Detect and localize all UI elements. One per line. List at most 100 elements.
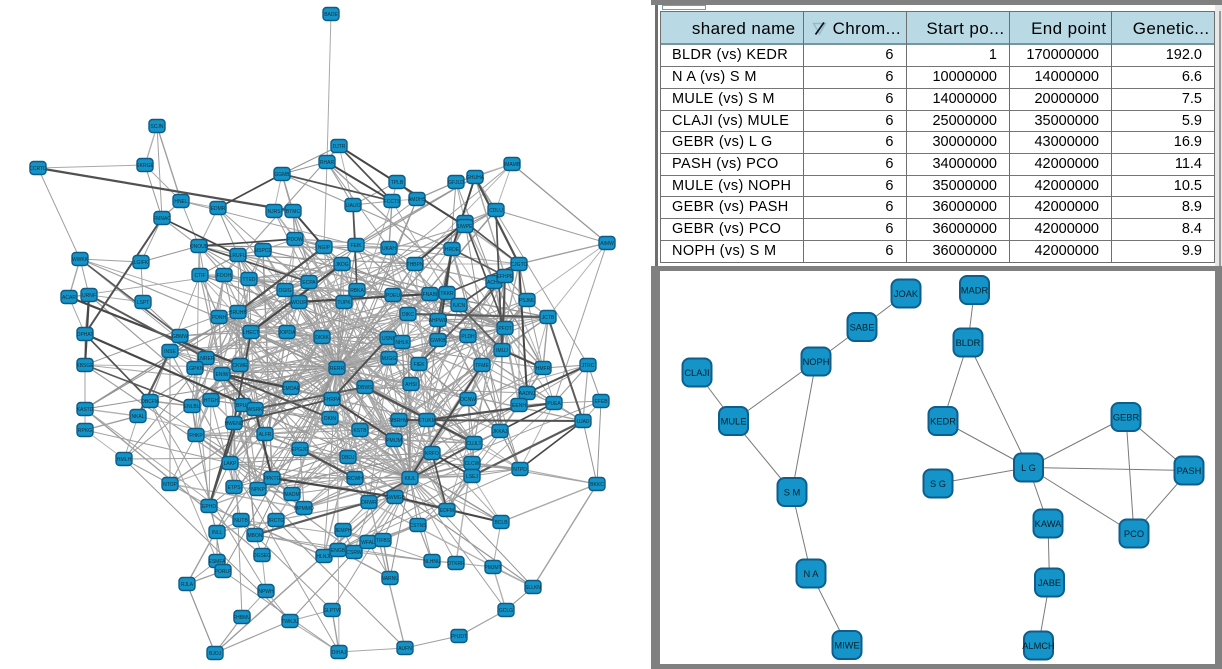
svg-text:DRWR: DRWR bbox=[361, 500, 377, 506]
svg-text:WFAL: WFAL bbox=[361, 540, 375, 546]
svg-text:FEIK: FEIK bbox=[350, 243, 362, 249]
svg-text:DJTR: DJTR bbox=[333, 144, 346, 150]
svg-text:TPLB: TPLB bbox=[391, 180, 404, 186]
svg-text:LGIFK: LGIFK bbox=[134, 260, 149, 266]
svg-text:ENGB: ENGB bbox=[331, 548, 346, 554]
svg-text:NARNU: NARNU bbox=[381, 576, 399, 582]
svg-text:PPKTG: PPKTG bbox=[264, 476, 281, 482]
svg-text:FDOH: FDOH bbox=[217, 273, 232, 279]
svg-text:UKAH: UKAH bbox=[382, 246, 396, 252]
svg-text:MADM: MADM bbox=[284, 492, 299, 498]
svg-text:UJAD: UJAD bbox=[576, 419, 589, 425]
svg-text:DBWS: DBWS bbox=[358, 385, 374, 391]
svg-text:PHJDT: PHJDT bbox=[451, 634, 467, 640]
svg-text:CCRTD: CCRTD bbox=[29, 166, 47, 172]
svg-text:RPKG: RPKG bbox=[78, 428, 92, 434]
svg-text:LIAUO: LIAUO bbox=[345, 203, 360, 209]
svg-text:AHSI: AHSI bbox=[405, 382, 417, 388]
svg-text:NJRS: NJRS bbox=[267, 209, 281, 215]
svg-text:AADNJ: AADNJ bbox=[519, 391, 536, 397]
svg-text:MJGG: MJGG bbox=[382, 356, 397, 362]
svg-text:TTED: TTED bbox=[242, 277, 255, 283]
svg-text:WWKK: WWKK bbox=[72, 257, 89, 263]
svg-text:FHBMU: FHBMU bbox=[233, 615, 251, 621]
svg-text:GBMW: GBMW bbox=[172, 334, 188, 340]
svg-text:FIEK: FIEK bbox=[413, 362, 425, 368]
svg-text:RBKA: RBKA bbox=[350, 288, 364, 294]
svg-text:PDEU: PDEU bbox=[386, 293, 400, 299]
svg-text:INLL: INLL bbox=[212, 530, 223, 536]
svg-text:GCLG: GCLG bbox=[499, 608, 513, 614]
svg-text:LNRER: LNRER bbox=[198, 356, 215, 362]
svg-text:GHUHA: GHUHA bbox=[466, 175, 485, 181]
svg-text:AUFN: AUFN bbox=[398, 646, 412, 652]
svg-text:JKKAJ: JKKAJ bbox=[492, 429, 508, 435]
svg-text:MSPCD: MSPCD bbox=[254, 248, 272, 254]
svg-text:BTMC: BTMC bbox=[286, 209, 301, 215]
svg-text:LSEJ: LSEJ bbox=[466, 474, 478, 480]
svg-text:CTIF: CTIF bbox=[194, 273, 205, 279]
svg-text:LRUFU: LRUFU bbox=[230, 253, 247, 259]
svg-text:AHPWU: AHPWU bbox=[429, 318, 448, 324]
svg-text:SKRGE: SKRGE bbox=[136, 163, 154, 169]
svg-text:GWKB: GWKB bbox=[430, 338, 446, 344]
svg-text:HRDE: HRDE bbox=[445, 247, 460, 253]
svg-text:JCTB: JCTB bbox=[542, 315, 555, 321]
svg-text:KBSGE: KBSGE bbox=[76, 363, 94, 369]
svg-text:OGIG: OGIG bbox=[278, 288, 291, 294]
svg-text:OPHAT: OPHAT bbox=[77, 332, 94, 338]
svg-text:RCWH: RCWH bbox=[347, 476, 363, 482]
svg-text:DIOIK: DIOIK bbox=[315, 335, 329, 341]
svg-text:NUTB: NUTB bbox=[234, 518, 248, 524]
svg-text:ETPS: ETPS bbox=[227, 485, 241, 491]
svg-text:NPKP: NPKP bbox=[251, 487, 265, 493]
svg-text:HNEL: HNEL bbox=[174, 199, 188, 205]
svg-text:CKWE: CKWE bbox=[233, 363, 249, 369]
svg-text:EFEB: EFEB bbox=[594, 399, 608, 405]
svg-text:SLLKN: SLLKN bbox=[525, 585, 541, 591]
svg-text:DBDJ: DBDJ bbox=[341, 455, 355, 461]
svg-text:ENIW: ENIW bbox=[215, 372, 228, 378]
svg-text:KASTD: KASTD bbox=[77, 407, 94, 413]
svg-text:LSPT: LSPT bbox=[137, 300, 150, 306]
svg-text:BJOJ: BJOJ bbox=[209, 651, 222, 657]
svg-text:EPHD: EPHD bbox=[202, 504, 216, 510]
svg-text:THBPN: THBPN bbox=[407, 262, 424, 268]
svg-text:TFME: TFME bbox=[475, 363, 489, 369]
svg-text:PUEA: PUEA bbox=[547, 401, 561, 407]
svg-text:PFOT: PFOT bbox=[498, 326, 511, 332]
svg-text:JTRC: JTRC bbox=[582, 363, 595, 369]
svg-text:PMJMT: PMJMT bbox=[484, 565, 501, 571]
svg-text:JRCTG: JRCTG bbox=[268, 518, 285, 524]
svg-text:IMAMB: IMAMB bbox=[504, 162, 521, 168]
svg-text:NTPD: NTPD bbox=[513, 467, 527, 473]
svg-text:BADE: BADE bbox=[324, 12, 338, 18]
svg-text:JKDG: JKDG bbox=[335, 262, 348, 268]
svg-text:BPUC: BPUC bbox=[236, 403, 250, 409]
svg-text:RERR: RERR bbox=[330, 366, 345, 372]
svg-text:HMFR: HMFR bbox=[536, 366, 551, 372]
svg-text:HMLH: HMLH bbox=[117, 457, 132, 463]
svg-text:BKKC: BKKC bbox=[590, 482, 604, 488]
svg-text:PMIJM: PMIJM bbox=[386, 438, 402, 444]
svg-text:BCLB: BCLB bbox=[494, 520, 508, 526]
svg-text:NGIP: NGIP bbox=[318, 245, 331, 251]
svg-text:OBCFM: OBCFM bbox=[141, 399, 159, 405]
svg-text:CMOAE: CMOAE bbox=[282, 386, 301, 392]
svg-text:EFHPE: EFHPE bbox=[497, 274, 514, 280]
svg-text:EENH: EENH bbox=[512, 403, 526, 409]
svg-text:NTOP: NTOP bbox=[163, 482, 177, 488]
svg-text:MPMMO: MPMMO bbox=[294, 506, 314, 512]
svg-text:INSE: INSE bbox=[164, 349, 176, 355]
svg-text:CSTNS: CSTNS bbox=[410, 523, 428, 529]
svg-text:SCJN: SCJN bbox=[150, 124, 163, 130]
svg-text:LHECT: LHECT bbox=[243, 330, 259, 336]
svg-text:EPGJG: EPGJG bbox=[292, 447, 309, 453]
svg-text:EDFM: EDFM bbox=[440, 508, 454, 514]
svg-text:BRUHB: BRUHB bbox=[229, 310, 247, 316]
svg-text:DKIN: DKIN bbox=[324, 416, 336, 422]
svg-text:GFJLD: GFJLD bbox=[448, 180, 464, 186]
svg-text:HTGH: HTGH bbox=[204, 398, 219, 404]
svg-text:TKKR: TKKR bbox=[440, 291, 454, 297]
svg-text:CJGTO: CJGTO bbox=[511, 262, 528, 268]
